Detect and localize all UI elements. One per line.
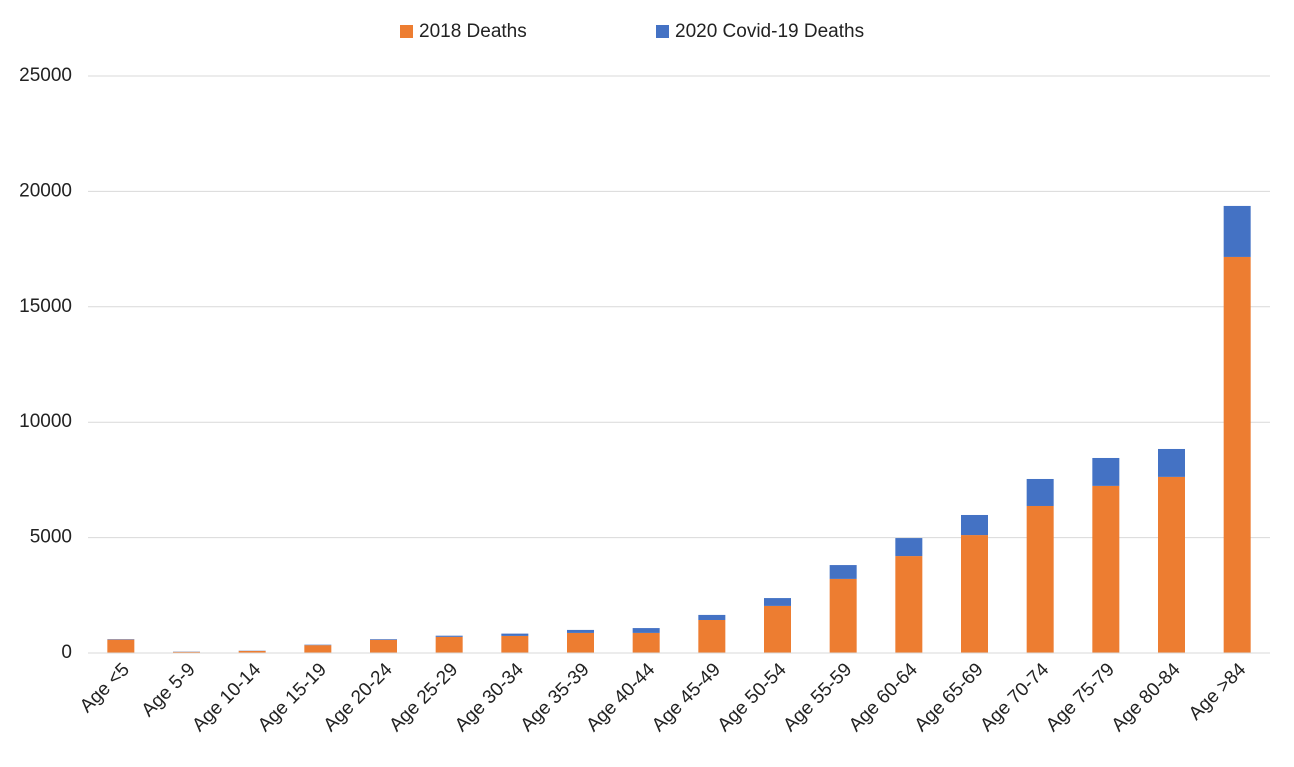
x-tick-label: Age 50-54 xyxy=(714,659,791,736)
bar-segment xyxy=(173,651,200,653)
x-tick-label: Age 70-74 xyxy=(976,659,1053,736)
x-tick-label: Age 30-34 xyxy=(451,659,528,736)
bar-segment xyxy=(632,632,660,653)
bar-segment xyxy=(501,635,529,653)
x-tick-label: Age <5 xyxy=(76,659,134,717)
x-tick-label: Age 45-49 xyxy=(648,659,725,736)
y-tick-label: 15000 xyxy=(19,296,72,317)
bar-segment xyxy=(829,578,857,653)
x-tick-label: Age 60-64 xyxy=(845,659,922,736)
bar-segment xyxy=(1223,205,1251,257)
x-tick-label: Age 40-44 xyxy=(582,659,659,736)
x-tick-label: Age 35-39 xyxy=(517,659,594,736)
bar-segment xyxy=(1026,505,1054,653)
bar-segment xyxy=(304,645,332,653)
bar-segment xyxy=(1158,476,1185,653)
legend-swatch xyxy=(400,25,413,38)
bar-segment xyxy=(435,635,463,637)
x-tick-label: Age 15-19 xyxy=(254,659,331,736)
bar-segment xyxy=(1223,256,1251,653)
bar-segment xyxy=(961,514,988,536)
x-tick-label: Age 65-69 xyxy=(911,659,988,736)
bar-segment xyxy=(238,650,266,653)
bar-segment xyxy=(370,639,397,640)
bar-segment xyxy=(764,598,791,606)
y-tick-label: 0 xyxy=(61,642,72,663)
x-tick-label: Age 25-29 xyxy=(385,659,462,736)
bar-segment xyxy=(435,636,463,653)
bar-segment xyxy=(698,614,726,620)
bar-segment xyxy=(1092,485,1120,653)
bar-segment xyxy=(107,639,135,653)
bar-segment xyxy=(1026,478,1054,506)
bar-segment xyxy=(567,629,594,633)
legend-label: 2020 Covid-19 Deaths xyxy=(675,21,864,42)
legend-label: 2018 Deaths xyxy=(419,21,527,42)
bar-segment xyxy=(895,538,923,557)
y-tick-label: 25000 xyxy=(19,65,72,86)
bar-segment xyxy=(895,556,923,653)
bar-segment xyxy=(829,565,857,579)
bar-segment xyxy=(1158,448,1185,477)
bar-segment xyxy=(764,605,791,653)
x-tick-label: Age 10-14 xyxy=(188,659,265,736)
bar-segment xyxy=(632,628,660,633)
x-tick-label: Age 55-59 xyxy=(779,659,856,736)
x-tick-label: Age 80-84 xyxy=(1108,659,1185,736)
x-tick-label: Age 5-9 xyxy=(138,659,200,721)
bar-segment xyxy=(501,633,529,636)
bar-segment xyxy=(370,639,397,653)
y-tick-label: 10000 xyxy=(19,411,72,432)
bar-segment xyxy=(698,619,726,653)
y-tick-label: 5000 xyxy=(30,527,72,548)
bar-segment xyxy=(1092,457,1120,486)
y-tick-label: 20000 xyxy=(19,180,72,201)
x-tick-label: Age >84 xyxy=(1185,659,1251,725)
bar-segment xyxy=(961,535,988,653)
x-tick-label: Age 20-24 xyxy=(320,659,397,736)
bar-segment xyxy=(567,632,594,653)
legend-swatch xyxy=(656,25,669,38)
x-tick-label: Age 75-79 xyxy=(1042,659,1119,736)
